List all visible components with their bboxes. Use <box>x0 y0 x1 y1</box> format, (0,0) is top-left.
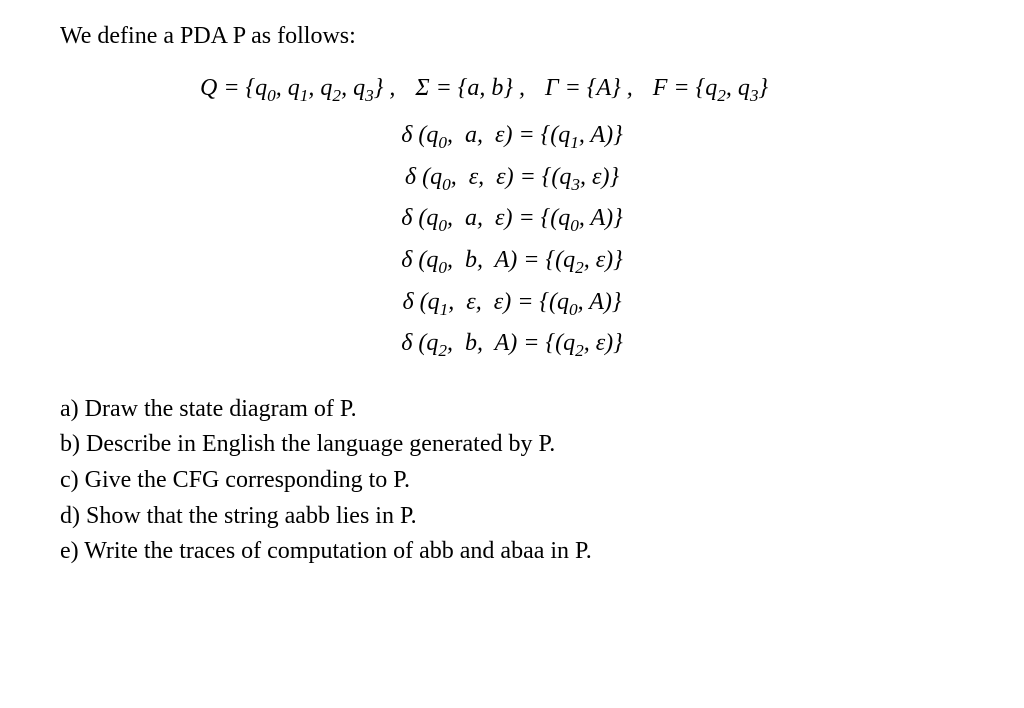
page-content: We define a PDA P as follows: Q = {q0, q… <box>0 0 1024 591</box>
question-a: a) Draw the state diagram of P. <box>60 393 964 427</box>
question-c: c) Give the CFG corresponding to P. <box>60 464 964 498</box>
set-F: F = {q2, q3} <box>653 75 768 101</box>
transition-3: δ (q0, a, ε) = {(q0, A)} <box>60 202 964 236</box>
set-Q: Q = {q0, q1, q2, q3} <box>200 75 389 101</box>
question-d: d) Show that the string aabb lies in P. <box>60 500 964 534</box>
F-label: F <box>653 75 668 101</box>
Q-label: Q <box>200 75 217 101</box>
set-Sigma: Σ = {a, b} <box>415 75 519 101</box>
question-e: e) Write the traces of computation of ab… <box>60 535 964 569</box>
definition-sets-line: Q = {q0, q1, q2, q3} , Σ = {a, b} , Γ = … <box>60 72 964 106</box>
Sigma-label: Σ <box>415 75 429 101</box>
transition-1: δ (q0, a, ε) = {(q1, A)} <box>60 119 964 153</box>
question-list: a) Draw the state diagram of P. b) Descr… <box>60 393 964 569</box>
transition-6: δ (q2, b, A) = {(q2, ε)} <box>60 327 964 361</box>
question-b: b) Describe in English the language gene… <box>60 428 964 462</box>
transition-5: δ (q1, ε, ε) = {(q0, A)} <box>60 286 964 320</box>
Gamma-label: Γ <box>545 75 559 101</box>
transition-4: δ (q0, b, A) = {(q2, ε)} <box>60 244 964 278</box>
intro-text: We define a PDA P as follows: <box>60 20 964 54</box>
set-Gamma: Γ = {A} <box>545 75 627 101</box>
transition-2: δ (q0, ε, ε) = {(q3, ε)} <box>60 161 964 195</box>
